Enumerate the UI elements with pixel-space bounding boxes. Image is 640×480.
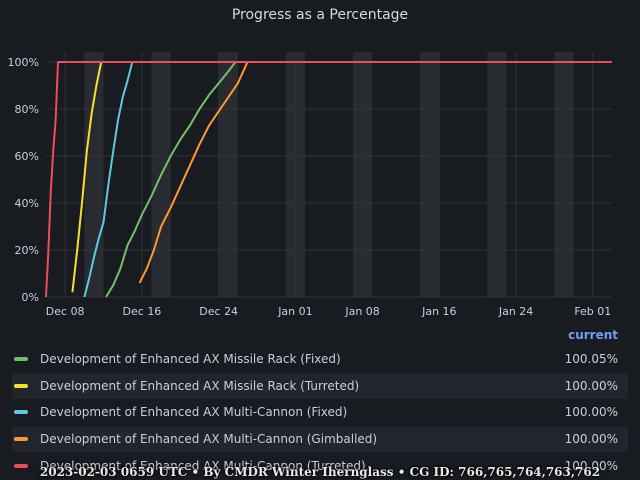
weekend-band xyxy=(487,52,507,297)
series-lines xyxy=(45,61,613,298)
legend-current-value: 100.05% xyxy=(564,352,618,367)
y-tick-label: 80% xyxy=(15,103,39,116)
legend-row[interactable]: Development of Enhanced AX Missile Rack … xyxy=(12,372,628,400)
weekend-bands xyxy=(84,52,574,297)
panel-title: Progress as a Percentage xyxy=(231,7,409,23)
chart-grid xyxy=(46,52,612,298)
x-tick-label: Dec 24 xyxy=(199,305,238,318)
legend-row[interactable]: Development of Enhanced AX Multi-Cannon … xyxy=(12,425,628,453)
x-tick-label: Dec 08 xyxy=(46,305,85,318)
series-line[interactable] xyxy=(83,61,612,298)
footer-watermark: 2023-02-03 0659 UTC • By CMDR Winter Ihe… xyxy=(39,465,601,479)
x-tick-label: Jan 16 xyxy=(421,305,456,318)
legend-series-name: Development of Enhanced AX Missile Rack … xyxy=(40,378,360,393)
y-axis-ticks: 0% 20% 40% 60% 80% 100% xyxy=(8,56,39,304)
y-tick-label: 0% xyxy=(22,291,39,304)
series-line[interactable] xyxy=(138,61,613,284)
legend-series-name: Development of Enhanced AX Multi-Cannon … xyxy=(40,405,348,420)
x-tick-label: Feb 01 xyxy=(574,305,611,318)
progress-chart: 0% 20% 40% 60% 80% 100% Dec 08 Dec 16 Dec 24 Jan… xyxy=(8,52,613,318)
legend-current-value: 100.00% xyxy=(564,378,618,393)
legend-row[interactable]: Development of Enhanced AX Multi-Cannon … xyxy=(12,399,628,426)
y-tick-label: 40% xyxy=(15,197,39,210)
legend-series-name: Development of Enhanced AX Missile Rack … xyxy=(40,352,341,367)
legend-swatch xyxy=(14,463,28,468)
legend-row[interactable]: Development of Enhanced AX Missile Rack … xyxy=(12,346,628,373)
series-line[interactable] xyxy=(71,61,612,293)
series-line[interactable] xyxy=(105,61,612,298)
legend-series-name: Development of Enhanced AX Multi-Cannon … xyxy=(40,432,378,447)
legend-swatch xyxy=(14,437,28,442)
weekend-band xyxy=(420,52,440,297)
x-tick-label: Dec 16 xyxy=(123,305,162,318)
y-tick-label: 100% xyxy=(8,56,39,69)
y-tick-label: 20% xyxy=(15,244,39,257)
y-tick-label: 60% xyxy=(15,150,39,163)
legend: Development of Enhanced AX Missile Rack … xyxy=(12,346,628,479)
legend-series-name: Development of Enhanced AX Multi-Cannon … xyxy=(40,458,366,473)
legend-swatch xyxy=(14,410,28,415)
x-tick-label: Jan 24 xyxy=(498,305,533,318)
series-line[interactable] xyxy=(45,61,612,298)
legend-row[interactable]: Development of Enhanced AX Multi-Cannon … xyxy=(12,452,628,479)
weekend-band xyxy=(554,52,574,297)
legend-current-value: 100.00% xyxy=(564,432,618,447)
legend-header-current[interactable]: current xyxy=(568,328,618,342)
weekend-band xyxy=(218,52,238,297)
x-tick-label: Jan 01 xyxy=(277,305,312,318)
legend-swatch xyxy=(14,383,28,388)
x-axis-ticks: Dec 08 Dec 16 Dec 24 Jan 01 Jan 08 Jan 16 Jan … xyxy=(46,305,612,318)
legend-current-value: 100.00% xyxy=(564,405,618,420)
x-tick-label: Jan 08 xyxy=(344,305,379,318)
legend-current-value: 100.00% xyxy=(564,458,618,473)
legend-swatch xyxy=(14,357,28,362)
